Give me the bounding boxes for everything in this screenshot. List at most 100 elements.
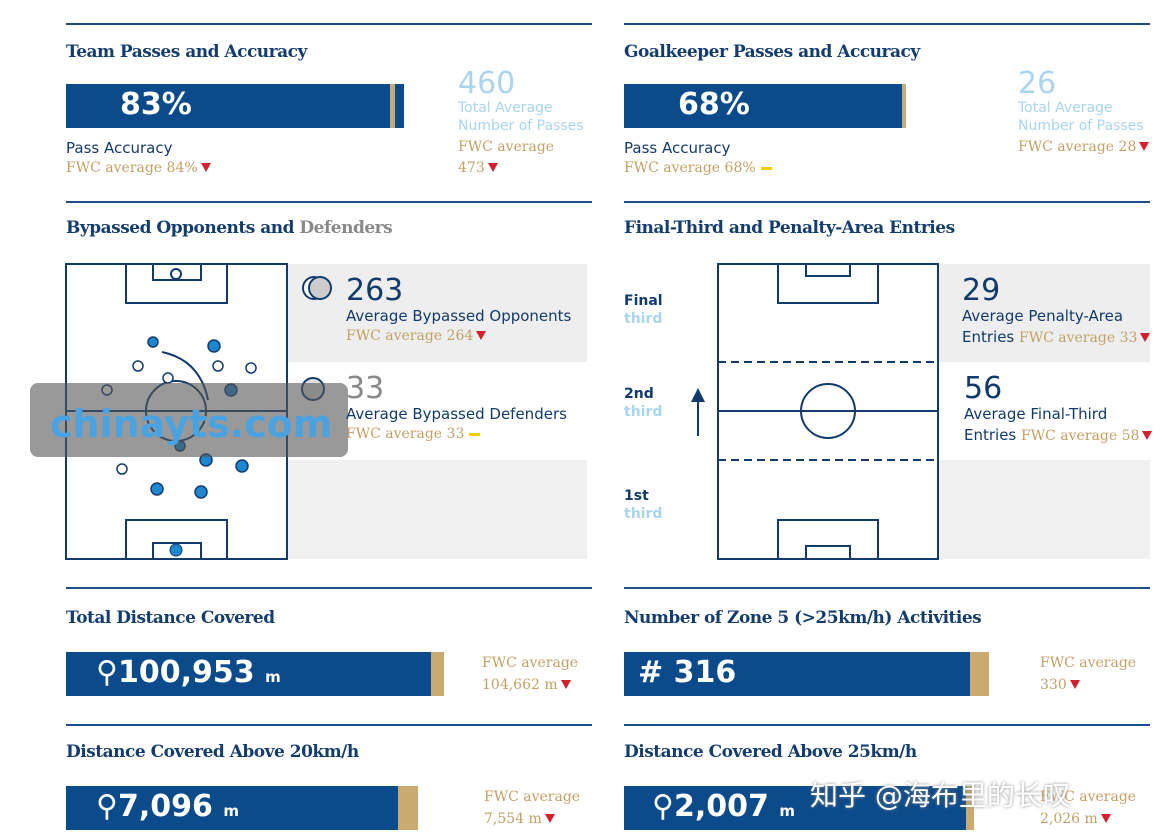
title: Number of Zone 5 (>25km/h) Activities	[624, 608, 982, 628]
zone-name: 2nd	[624, 386, 654, 402]
title-main: Bypassed Opponents and	[66, 218, 294, 238]
fwc-text: FWC average 68%	[624, 160, 756, 176]
title: Team Passes and Accuracy	[66, 42, 307, 62]
value: 316	[673, 655, 737, 690]
down	[1100, 814, 1111, 823]
title-accent: Defenders	[299, 218, 393, 238]
stat: ⚲100,953 m	[96, 655, 281, 690]
stat-label: Pass Accuracy	[66, 139, 173, 157]
zone: Final third	[624, 292, 663, 328]
down	[1142, 431, 1153, 440]
bar-end	[398, 786, 418, 830]
unit: m	[223, 802, 239, 820]
stat: 29	[962, 273, 1001, 308]
bar-end	[966, 786, 974, 830]
stat-label: Average Penalty-Area	[962, 307, 1124, 325]
fwc: FWC average	[1040, 655, 1137, 671]
stat: # 316	[638, 655, 736, 690]
fwc: FWC average 84%	[66, 160, 211, 176]
fwc: 473	[458, 160, 498, 176]
side-stat: 26	[1018, 66, 1057, 101]
stat-label-line: Entries	[964, 426, 1017, 444]
stat: 56	[964, 371, 1003, 406]
title: Goalkeeper Passes and Accuracy	[624, 42, 920, 62]
bar-end	[970, 652, 989, 696]
fwc-text: 330	[1040, 677, 1067, 693]
stat-label: Average Bypassed Defenders	[346, 405, 567, 423]
title: Distance Covered Above 25km/h	[624, 742, 917, 762]
fwc: FWC average 264	[346, 328, 487, 344]
zone-name: Final	[624, 293, 663, 309]
fwc: FWC average	[458, 139, 555, 155]
fwc-text: FWC average 58	[1021, 428, 1140, 444]
fwc: FWC average 68%	[624, 160, 772, 176]
value: 100,953	[117, 655, 255, 690]
title: Total Distance Covered	[66, 608, 275, 628]
bar-end	[431, 652, 444, 696]
equal	[760, 166, 772, 170]
zone-name: 1st	[624, 488, 649, 504]
zone: 1st third	[624, 487, 662, 523]
stat-label: Average Final-Third	[964, 405, 1108, 423]
bar	[66, 652, 444, 696]
down	[487, 163, 498, 172]
side-label: Total Average Number of Passes	[458, 100, 584, 134]
stat-label: Entries FWC average 33	[962, 328, 1151, 346]
bar	[624, 652, 989, 696]
bar-end	[390, 84, 395, 128]
bar-end	[902, 84, 906, 128]
fwc: FWC average	[484, 789, 581, 805]
title: Final-Third and Penalty-Area Entries	[624, 218, 955, 238]
fwc: FWC average	[482, 655, 579, 671]
fwc: 330	[1040, 677, 1080, 693]
bar	[624, 786, 974, 830]
fwc: FWC average 33	[346, 426, 481, 442]
fwc-text: FWC average 84%	[66, 160, 198, 176]
fwc-text: FWC average 28	[1018, 139, 1137, 155]
stat-label: Entries FWC average 58	[964, 426, 1153, 444]
stat: ⚲7,096 m	[96, 789, 239, 824]
fwc-text: 2,026 m	[1040, 811, 1098, 827]
zone-sub: third	[624, 404, 663, 420]
fwc: 7,554 m	[484, 811, 555, 827]
down	[560, 680, 571, 689]
fwc-text: 473	[458, 160, 485, 176]
watermark: chinayts.com	[50, 402, 333, 446]
value: 7,096	[117, 789, 213, 824]
bar	[624, 84, 906, 128]
fwc-text: FWC average 264	[346, 328, 474, 344]
fwc: FWC average	[1040, 789, 1137, 805]
zone-sub: third	[624, 311, 663, 327]
fwc: 104,662 m	[482, 677, 571, 693]
bar	[66, 84, 404, 128]
zone-sub: third	[624, 506, 663, 522]
zone: 2nd third	[624, 385, 662, 421]
unit: m	[779, 802, 795, 820]
stat: 263	[346, 273, 404, 308]
stat: 68%	[678, 87, 750, 122]
stat: 83%	[120, 87, 192, 122]
down	[200, 163, 211, 172]
title: Bypassed Opponents and Defenders	[66, 218, 393, 238]
down	[1139, 142, 1150, 151]
stat-label: Pass Accuracy	[624, 139, 731, 157]
fwc-text: FWC average 33	[1019, 330, 1138, 346]
stat: ⚲2,007 m	[652, 789, 795, 824]
title: Distance Covered Above 20km/h	[66, 742, 359, 762]
value: 2,007	[673, 789, 769, 824]
unit: m	[265, 668, 281, 686]
stat-label: Average Bypassed Opponents	[346, 307, 572, 325]
watermark: 知乎 @海布里的长叹	[810, 779, 1071, 812]
bar	[66, 786, 418, 830]
down	[476, 331, 487, 340]
down	[1069, 680, 1080, 689]
fwc-text: FWC average 33	[346, 426, 465, 442]
fwc-text: 7,554 m	[484, 811, 542, 827]
prefix: #	[638, 655, 664, 690]
fwc-text: 104,662 m	[482, 677, 558, 693]
fwc: 2,026 m	[1040, 811, 1111, 827]
side-label: Total Average Number of Passes	[1018, 100, 1144, 134]
fwc: FWC average 28	[1018, 139, 1150, 155]
